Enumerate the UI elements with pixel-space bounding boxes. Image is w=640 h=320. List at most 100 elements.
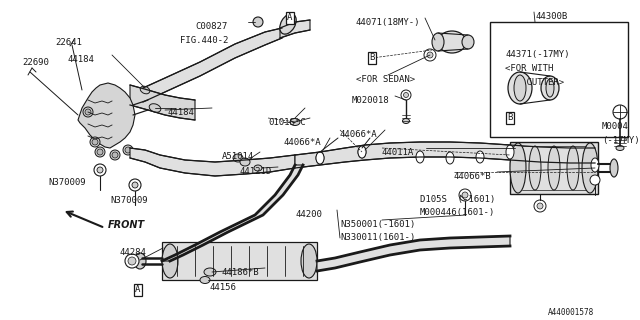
Ellipse shape — [290, 118, 300, 125]
Text: A51014: A51014 — [222, 152, 254, 161]
Ellipse shape — [616, 146, 624, 150]
Text: 22690: 22690 — [22, 58, 49, 67]
Polygon shape — [130, 148, 295, 176]
Circle shape — [427, 52, 433, 58]
Circle shape — [613, 105, 627, 119]
Circle shape — [462, 192, 468, 198]
Circle shape — [95, 147, 105, 157]
Ellipse shape — [240, 158, 250, 166]
Circle shape — [92, 139, 98, 145]
Polygon shape — [162, 165, 303, 261]
Ellipse shape — [567, 146, 579, 190]
Text: 44371(-17MY): 44371(-17MY) — [505, 50, 570, 59]
Bar — [490, 22, 628, 137]
Ellipse shape — [204, 268, 216, 276]
Circle shape — [132, 182, 138, 188]
Text: 0101S*C: 0101S*C — [268, 118, 306, 127]
Text: CUTTER>: CUTTER> — [505, 78, 564, 87]
Circle shape — [112, 152, 118, 158]
Polygon shape — [280, 20, 310, 38]
Ellipse shape — [432, 33, 444, 51]
Circle shape — [83, 107, 93, 117]
Circle shape — [128, 257, 136, 265]
Ellipse shape — [149, 104, 161, 112]
Text: C00827: C00827 — [195, 22, 227, 31]
Circle shape — [85, 109, 91, 115]
Ellipse shape — [446, 152, 454, 164]
Circle shape — [90, 137, 100, 147]
Ellipse shape — [548, 146, 560, 190]
Circle shape — [401, 90, 411, 100]
Ellipse shape — [529, 146, 541, 190]
Text: M000446(1601-): M000446(1601-) — [420, 208, 495, 217]
Text: FRONT: FRONT — [108, 220, 145, 230]
Text: 44184: 44184 — [68, 55, 95, 64]
Circle shape — [459, 189, 471, 201]
Text: <FOR SEDAN>: <FOR SEDAN> — [356, 75, 415, 84]
Ellipse shape — [233, 154, 243, 162]
Text: <FOR WITH: <FOR WITH — [505, 64, 554, 73]
Circle shape — [123, 145, 133, 155]
Ellipse shape — [162, 244, 178, 278]
Text: FIG.440-2: FIG.440-2 — [180, 36, 228, 45]
Polygon shape — [317, 236, 510, 271]
Circle shape — [125, 147, 131, 153]
Circle shape — [129, 179, 141, 191]
Text: 44121D: 44121D — [240, 167, 272, 176]
Text: N350001(-1601): N350001(-1601) — [340, 220, 415, 229]
Polygon shape — [143, 28, 282, 102]
Ellipse shape — [541, 76, 559, 100]
Circle shape — [97, 149, 103, 155]
Circle shape — [94, 164, 106, 176]
Polygon shape — [295, 142, 595, 168]
Ellipse shape — [280, 14, 296, 34]
Ellipse shape — [358, 146, 366, 158]
Bar — [510, 142, 598, 194]
Ellipse shape — [316, 152, 324, 164]
Circle shape — [110, 150, 120, 160]
Text: 44300B: 44300B — [535, 12, 567, 21]
Circle shape — [534, 200, 546, 212]
Text: 44200: 44200 — [296, 210, 323, 219]
Ellipse shape — [358, 146, 366, 158]
Circle shape — [424, 49, 436, 61]
Ellipse shape — [514, 75, 526, 101]
Ellipse shape — [254, 165, 262, 171]
Ellipse shape — [508, 72, 532, 104]
Text: 44186*B: 44186*B — [222, 268, 260, 277]
Text: B: B — [369, 53, 374, 62]
Text: 44066*A: 44066*A — [284, 138, 322, 147]
Text: N370009: N370009 — [110, 196, 148, 205]
Text: D105S  (-1601): D105S (-1601) — [420, 195, 495, 204]
Ellipse shape — [546, 79, 554, 97]
Text: A440001578: A440001578 — [548, 308, 595, 317]
Text: N330011(1601-): N330011(1601-) — [340, 233, 415, 242]
Text: 44066*B: 44066*B — [454, 172, 492, 181]
Text: 22641: 22641 — [55, 38, 82, 47]
Text: 44184: 44184 — [168, 108, 195, 117]
Text: A: A — [287, 13, 292, 22]
Circle shape — [537, 203, 543, 209]
Ellipse shape — [200, 276, 210, 284]
Text: 44156: 44156 — [210, 283, 237, 292]
Ellipse shape — [316, 152, 324, 164]
Text: (-17MY): (-17MY) — [602, 136, 639, 145]
Ellipse shape — [140, 86, 150, 94]
Text: N370009: N370009 — [48, 178, 86, 187]
Polygon shape — [130, 85, 195, 120]
Text: A: A — [135, 285, 141, 294]
Circle shape — [590, 175, 600, 185]
Ellipse shape — [462, 35, 474, 49]
Ellipse shape — [416, 151, 424, 163]
Text: 44066*A: 44066*A — [340, 130, 378, 139]
Ellipse shape — [403, 118, 410, 124]
Ellipse shape — [510, 143, 526, 193]
Ellipse shape — [476, 151, 484, 163]
Ellipse shape — [506, 145, 514, 159]
Circle shape — [97, 167, 103, 173]
Bar — [162, 242, 317, 280]
Text: M0004: M0004 — [602, 122, 629, 131]
Circle shape — [125, 254, 139, 268]
Ellipse shape — [610, 159, 618, 177]
Ellipse shape — [134, 253, 146, 269]
